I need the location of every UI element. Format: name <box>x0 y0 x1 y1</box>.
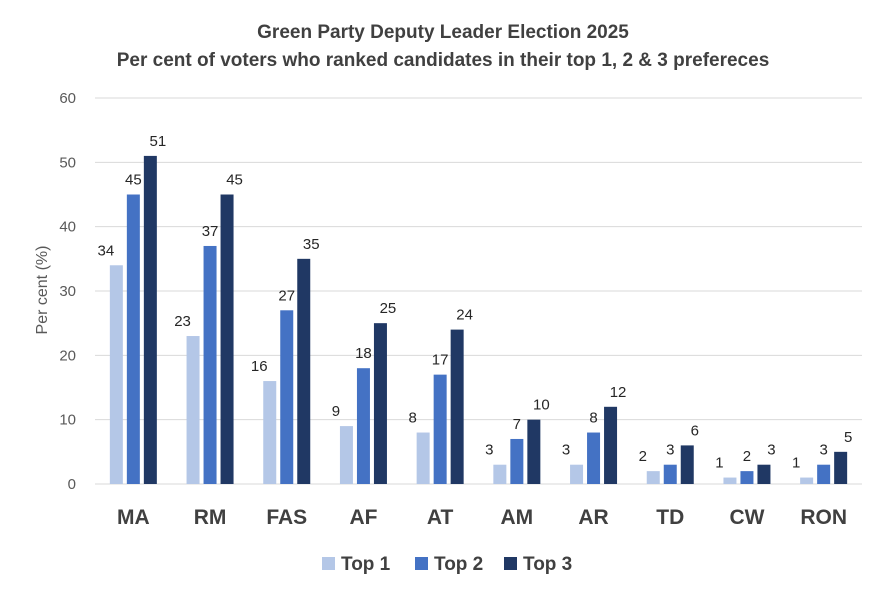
data-label: 17 <box>432 352 449 369</box>
data-label: 45 <box>226 172 243 189</box>
data-label: 51 <box>150 133 167 150</box>
data-label: 8 <box>408 410 416 427</box>
bar-at-top-1 <box>416 432 430 484</box>
bar-fas-top-1 <box>263 381 277 484</box>
bar-fas-top-3 <box>297 258 311 484</box>
legend-label: Top 3 <box>523 554 572 575</box>
bar-ron-top-3 <box>834 451 848 484</box>
data-label: 24 <box>456 307 473 324</box>
bar-rm-top-2 <box>203 245 217 484</box>
data-label: 12 <box>610 384 627 401</box>
data-label: 2 <box>743 448 751 465</box>
x-category-label: AT <box>427 506 454 529</box>
y-tick-label: 20 <box>59 347 76 364</box>
bar-am-top-1 <box>493 464 507 484</box>
bar-am-top-2 <box>510 438 524 484</box>
data-label: 27 <box>278 287 295 304</box>
data-label: 10 <box>533 397 550 414</box>
bar-am-top-3 <box>527 419 541 484</box>
x-category-label: AM <box>501 506 534 529</box>
x-category-label: TD <box>656 506 684 529</box>
bar-fas-top-2 <box>280 310 294 484</box>
bar-ar-top-2 <box>587 432 601 484</box>
chart-title: Green Party Deputy Leader Election 2025 <box>257 22 629 43</box>
data-label: 2 <box>639 448 647 465</box>
bar-cw-top-2 <box>740 471 754 484</box>
x-category-label: AR <box>578 506 608 529</box>
y-tick-label: 40 <box>59 219 76 236</box>
bar-af-top-3 <box>373 323 387 484</box>
y-tick-label: 60 <box>59 90 76 107</box>
bar-ma-top-1 <box>109 265 123 484</box>
x-category-label: FAS <box>266 506 307 529</box>
bars <box>109 155 848 484</box>
bar-td-top-1 <box>646 471 660 484</box>
y-tick-label: 50 <box>59 154 76 171</box>
chart-subtitle: Per cent of voters who ranked candidates… <box>117 50 770 71</box>
bar-ar-top-3 <box>604 406 618 484</box>
data-label: 3 <box>666 442 674 459</box>
bar-ron-top-1 <box>800 477 814 484</box>
data-label: 45 <box>125 172 142 189</box>
x-category-label: AF <box>349 506 377 529</box>
data-label: 18 <box>355 345 372 362</box>
bar-at-top-3 <box>450 329 464 484</box>
data-label: 3 <box>562 442 570 459</box>
data-label: 8 <box>589 410 597 427</box>
x-category-label: CW <box>729 506 764 529</box>
data-label: 3 <box>767 442 775 459</box>
y-axis-label: Per cent (%) <box>34 246 51 335</box>
bar-td-top-3 <box>680 445 694 484</box>
bar-rm-top-1 <box>186 336 200 484</box>
bar-ron-top-2 <box>817 464 831 484</box>
bar-af-top-2 <box>356 368 370 484</box>
data-label: 3 <box>485 442 493 459</box>
legend-label: Top 1 <box>341 554 391 575</box>
data-label: 5 <box>844 429 852 446</box>
data-label: 7 <box>513 416 521 433</box>
y-tick-label: 30 <box>59 283 76 300</box>
data-label: 35 <box>303 236 320 253</box>
x-category-label: MA <box>117 506 150 529</box>
data-label: 23 <box>174 313 191 330</box>
x-category-label: RON <box>800 506 847 529</box>
bar-cw-top-1 <box>723 477 737 484</box>
y-tick-label: 10 <box>59 412 76 429</box>
legend-swatch <box>322 557 335 570</box>
bar-ma-top-3 <box>143 155 157 484</box>
data-label: 1 <box>715 455 723 472</box>
legend: Top 1 Top 2 Top 3 <box>322 554 572 575</box>
y-tick-label: 0 <box>68 476 76 493</box>
data-label: 1 <box>792 455 800 472</box>
x-category-label: RM <box>194 506 227 529</box>
bar-ar-top-1 <box>570 464 584 484</box>
data-label: 6 <box>691 422 699 439</box>
legend-swatch <box>504 557 517 570</box>
data-label: 16 <box>251 358 268 375</box>
bar-rm-top-3 <box>220 194 234 484</box>
legend-swatch <box>415 557 428 570</box>
bar-af-top-1 <box>339 426 353 484</box>
data-label: 37 <box>202 223 219 240</box>
legend-label: Top 2 <box>434 554 483 575</box>
x-axis-categories: MA RM FAS AF AT AM AR TD CW RON <box>117 506 847 529</box>
data-label: 3 <box>819 442 827 459</box>
bar-td-top-2 <box>663 464 677 484</box>
data-label: 9 <box>332 403 340 420</box>
y-axis-ticks: 0 10 20 30 40 50 60 <box>59 90 76 493</box>
data-label: 34 <box>98 242 115 259</box>
data-label: 25 <box>380 300 397 317</box>
bar-cw-top-3 <box>757 464 771 484</box>
bar-ma-top-2 <box>126 194 140 484</box>
bar-at-top-2 <box>433 374 447 484</box>
